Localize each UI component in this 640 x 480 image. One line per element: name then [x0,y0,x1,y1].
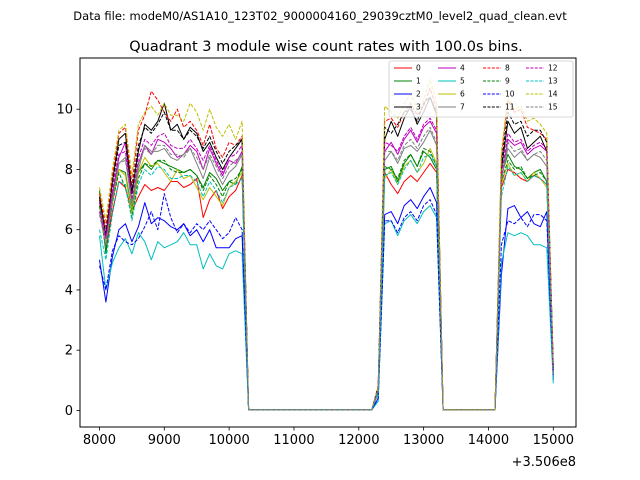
x-axis: 8000 9000 10000 11000 12000 13000 14000 15000 [83,427,574,448]
legend-label-0: 0 [416,64,421,73]
series-line-14 [99,78,554,411]
legend-label-12: 12 [548,64,558,73]
legend-label-13: 13 [548,77,558,86]
series-line-15 [99,126,554,411]
legend-label-10: 10 [505,90,515,99]
chart-title: Quadrant 3 module wise count rates with … [129,39,523,55]
plot-frame [79,57,577,428]
y-tick-label: 2 [65,344,73,359]
y-tick-label: 4 [65,283,73,298]
legend-label-14: 14 [548,90,558,99]
legend-label-9: 9 [505,77,510,86]
x-tick-label: 14000 [468,433,509,448]
y-tick-label: 6 [65,223,73,238]
x-tick-label: 12000 [338,433,379,448]
x-tick-label: 9000 [148,433,181,448]
legend-label-1: 1 [416,77,421,86]
legend-label-4: 4 [460,64,465,73]
y-tick-label: 0 [65,404,73,419]
y-axis: 0 2 4 6 8 10 [56,103,80,419]
x-tick-label: 10000 [208,433,249,448]
plot-lines [99,78,554,411]
legend-label-11: 11 [505,103,515,112]
x-tick-label: 13000 [403,433,444,448]
data-file-label: Data file: modeM0/AS1A10_123T02_90000041… [73,9,567,23]
legend-label-7: 7 [460,103,465,112]
legend-frame [388,60,574,118]
legend-label-3: 3 [416,103,421,112]
legend-label-15: 15 [548,103,558,112]
y-tick-label: 8 [65,163,73,178]
x-tick-label: 11000 [273,433,314,448]
x-tick-label: 15000 [533,433,574,448]
x-offset-label: +3.506e8 [512,455,576,470]
legend-label-8: 8 [505,64,510,73]
x-tick-label: 8000 [83,433,116,448]
legend-label-6: 6 [460,90,465,99]
legend-label-5: 5 [460,77,465,86]
y-tick-label: 10 [56,103,73,118]
legend-label-2: 2 [416,90,421,99]
